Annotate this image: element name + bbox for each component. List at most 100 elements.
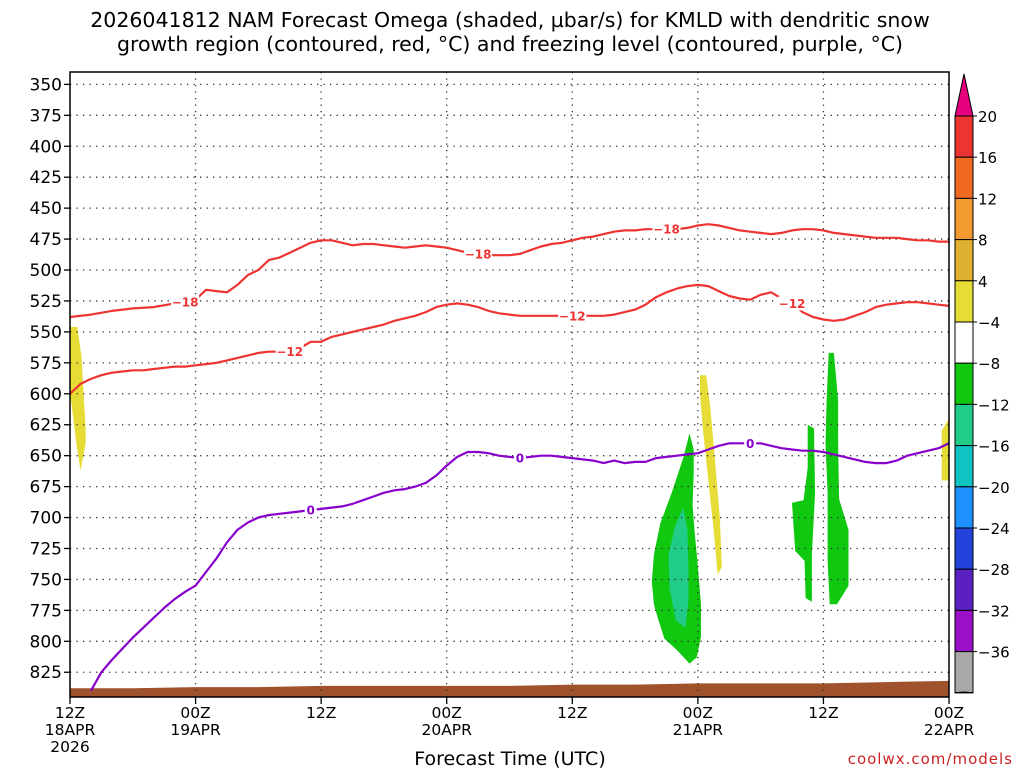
y-tick-label: 350 — [30, 75, 62, 95]
colorbar-segment — [954, 156, 974, 199]
x-tick-sublabel: 21APR — [673, 721, 724, 739]
title-line-2: growth region (contoured, red, °C) and f… — [117, 32, 903, 56]
contour-label: −18 — [465, 247, 492, 261]
colorbar-segment — [954, 362, 974, 405]
contour-label-bg — [171, 295, 200, 310]
colorbar-tick-label: 4 — [978, 273, 988, 291]
colorbar-segment — [954, 280, 974, 323]
omega-region-6 — [825, 352, 849, 605]
colorbar-tick-label: −12 — [978, 396, 1010, 414]
colorbar-segment — [954, 321, 974, 364]
y-tick-label: 650 — [30, 447, 62, 467]
y-tick-label: 450 — [30, 199, 62, 219]
colorbar-tick-label: 12 — [978, 190, 997, 208]
terrain — [70, 680, 949, 697]
grid — [70, 72, 949, 697]
contour-lines: −18 −18 −18 −12 −12 −12 0 0 0 — [69, 222, 950, 692]
x-tick-label: 12Z — [55, 704, 85, 722]
x-tick-label: 00Z — [683, 704, 713, 722]
colorbar-tick-label: 20 — [978, 108, 997, 126]
colorbar-segment — [954, 403, 974, 447]
contour-label: 0 — [516, 452, 524, 466]
colorbar-tick-label: −24 — [978, 520, 1010, 538]
contour-label-bg — [275, 344, 304, 359]
colorbar-tick-label: −20 — [978, 479, 1010, 497]
contour-label-bg — [652, 222, 681, 237]
contour-label: −12 — [559, 309, 586, 323]
x-tick-sublabel: 22APR — [924, 721, 975, 739]
colorbar-tick-label: −28 — [978, 561, 1010, 579]
colorbar-tick-label: 16 — [978, 149, 997, 167]
omega-region-4 — [700, 375, 722, 575]
y-tick-label: 375 — [30, 106, 62, 126]
y-tick-label: 425 — [30, 168, 62, 188]
x-axis-label: Forecast Time (UTC) — [414, 748, 605, 768]
colorbar-segment — [954, 486, 974, 529]
omega-region-1 — [70, 327, 86, 471]
y-tick-label: 675 — [30, 478, 62, 498]
omega-region-5 — [792, 424, 816, 602]
contour-label: −18 — [172, 296, 199, 310]
colorbar-segment — [954, 609, 974, 653]
y-tick-label: 625 — [30, 416, 62, 436]
y-axis: 350 375 400 425 450 475 500 525 550 575 600 625 650 6… — [30, 75, 70, 683]
x-tick-label: 12Z — [557, 704, 587, 722]
credit-text: coolwx.com/models — [848, 750, 1013, 768]
omega-region-3 — [668, 507, 689, 628]
title-line-1: 2026041812 NAM Forecast Omega (shaded, µ… — [90, 8, 929, 32]
colorbar-segment — [954, 197, 974, 241]
colorbar-segment — [954, 527, 974, 570]
contour-label-bg — [778, 296, 807, 311]
y-tick-label: 800 — [30, 632, 62, 652]
y-tick-label: 550 — [30, 323, 62, 343]
contour-1 — [69, 223, 949, 319]
x-tick-label: 00Z — [432, 704, 462, 722]
colorbar: 20 16 12 8 4 −4 −8 −12 −16 −20 −24 −28 −32 −36 — [954, 73, 1010, 694]
y-tick-label: 600 — [30, 385, 62, 405]
contour-label: −12 — [779, 297, 806, 311]
plot-area — [70, 72, 949, 697]
x-tick-sublabel: 19APR — [170, 721, 221, 739]
x-tick-sublabel: 18APR — [45, 721, 96, 739]
colorbar-segment — [954, 115, 974, 158]
x-tick-label: 12Z — [306, 704, 336, 722]
contour-label-bg — [464, 246, 493, 261]
colorbar-tick-label: −36 — [978, 644, 1010, 662]
contour-label-bg — [304, 503, 317, 518]
y-tick-label: 775 — [30, 601, 62, 621]
colorbar-top-arrow — [954, 73, 974, 117]
plot-border — [69, 71, 950, 698]
y-tick-label: 475 — [30, 230, 62, 250]
colorbar-segment — [954, 651, 974, 694]
omega-region-7 — [941, 418, 949, 481]
x-tick-label: 00Z — [180, 704, 210, 722]
plot-frame — [69, 71, 950, 698]
contour-label: 0 — [746, 437, 754, 451]
y-tick-label: 825 — [30, 663, 62, 683]
terrain-fill — [70, 680, 949, 697]
colorbar-bottom-arrow — [954, 691, 974, 694]
contour-label: −18 — [653, 223, 680, 237]
y-tick-label: 400 — [30, 137, 62, 157]
colorbar-tick-label: −4 — [978, 314, 1000, 332]
plot-background — [70, 72, 949, 697]
contour-label: 0 — [306, 504, 314, 518]
y-tick-label: 700 — [30, 509, 62, 529]
x-tick-label: 00Z — [934, 704, 964, 722]
y-tick-label: 525 — [30, 292, 62, 312]
title: 2026041812 NAM Forecast Omega (shaded, µ… — [90, 8, 929, 56]
y-tick-label: 725 — [30, 539, 62, 559]
colorbar-segment — [954, 239, 974, 282]
y-tick-label: 575 — [30, 354, 62, 374]
contour-label: −12 — [276, 345, 303, 359]
contour-label-bg — [558, 308, 587, 323]
colorbar-segment — [954, 568, 974, 611]
x-tick-sublabel: 20APR — [421, 721, 472, 739]
colorbar-segment — [954, 445, 974, 488]
omega-shading — [70, 327, 949, 664]
contour-label-bg — [744, 436, 757, 451]
colorbar-tick-label: −8 — [978, 355, 1000, 373]
contour-2 — [69, 283, 950, 395]
